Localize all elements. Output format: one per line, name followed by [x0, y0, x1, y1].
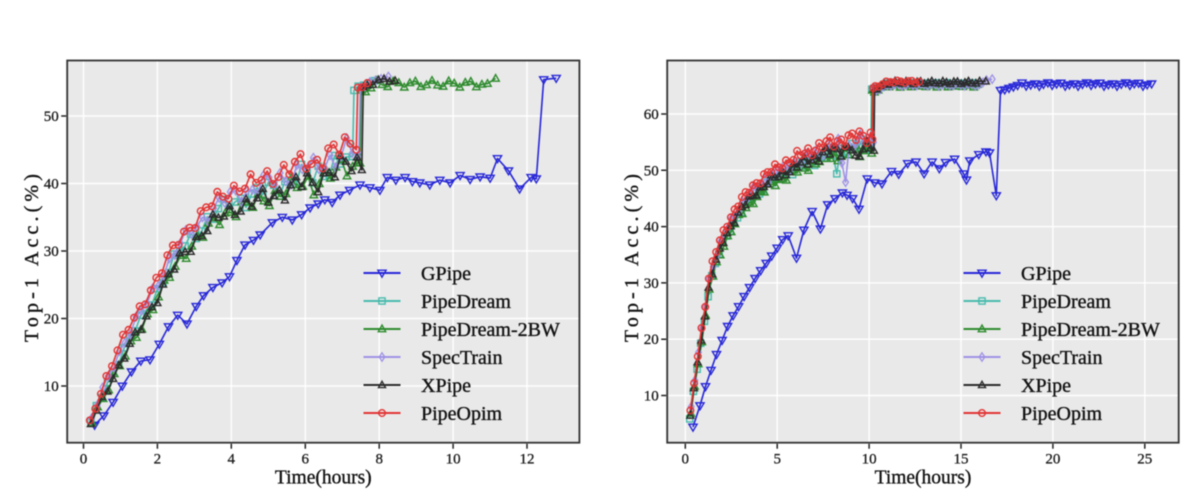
svg-text:10: 10: [862, 452, 877, 468]
svg-text:SpecTrain: SpecTrain: [1021, 347, 1102, 369]
svg-text:20: 20: [1045, 452, 1060, 468]
svg-text:15: 15: [954, 452, 969, 468]
svg-text:0: 0: [682, 452, 690, 468]
svg-text:60: 60: [644, 107, 659, 123]
svg-text:PipeDream: PipeDream: [1021, 291, 1111, 313]
svg-text:50: 50: [44, 109, 59, 125]
svg-text:GPipe: GPipe: [1021, 263, 1071, 285]
svg-text:20: 20: [644, 332, 659, 348]
svg-text:40: 40: [44, 177, 59, 193]
svg-text:PipeOpim: PipeOpim: [1021, 403, 1103, 425]
svg-text:12: 12: [520, 452, 535, 468]
svg-text:6: 6: [302, 452, 310, 468]
svg-text:30: 30: [44, 244, 59, 260]
svg-text:10: 10: [44, 379, 59, 395]
svg-text:50: 50: [644, 163, 659, 179]
svg-text:30: 30: [644, 276, 659, 292]
svg-text:20: 20: [44, 312, 59, 328]
svg-text:5: 5: [773, 452, 781, 468]
svg-text:10: 10: [644, 389, 659, 405]
svg-text:PipeDream-2BW: PipeDream-2BW: [1021, 319, 1160, 341]
svg-text:PipeDream-2BW: PipeDream-2BW: [421, 319, 560, 341]
svg-text:25: 25: [1137, 452, 1152, 468]
svg-text:XPipe: XPipe: [1021, 375, 1071, 397]
svg-text:Time(hours): Time(hours): [875, 468, 972, 489]
svg-text:PipeDream: PipeDream: [421, 291, 511, 313]
svg-text:PipeOpim: PipeOpim: [421, 403, 503, 425]
svg-text:40: 40: [644, 220, 659, 236]
svg-text:2: 2: [154, 452, 162, 468]
svg-text:XPipe: XPipe: [421, 375, 471, 397]
svg-text:4: 4: [228, 452, 236, 468]
svg-text:SpecTrain: SpecTrain: [421, 347, 502, 369]
svg-text:10: 10: [446, 452, 461, 468]
svg-text:8: 8: [375, 452, 383, 468]
svg-text:Time(hours): Time(hours): [275, 468, 372, 489]
svg-text:GPipe: GPipe: [421, 263, 471, 285]
svg-text:0: 0: [80, 452, 88, 468]
